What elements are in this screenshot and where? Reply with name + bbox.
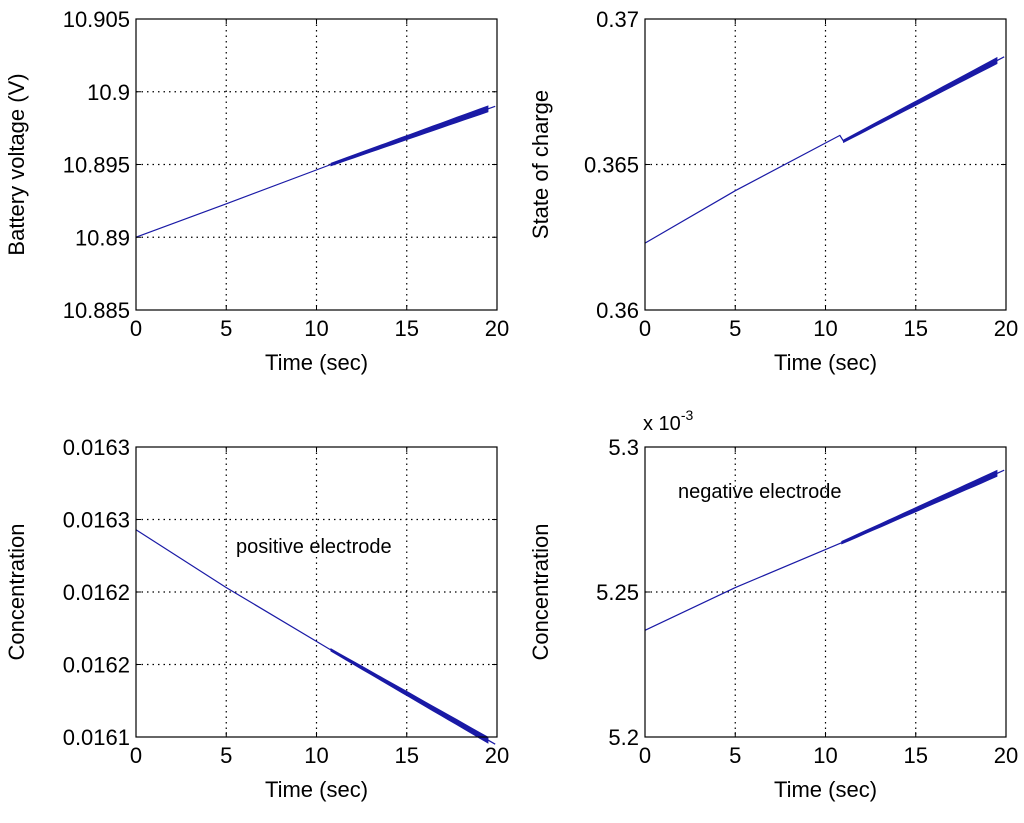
x-axis-ticks: 0 5 10 15 20	[130, 447, 509, 768]
x-axis-label: Time (sec)	[265, 777, 368, 802]
y-tick-label: 0.0162	[63, 580, 130, 605]
subplot-positive-electrode: 0 5 10 15 20 0.01610.01620.01620.01630.0163 …	[4, 435, 509, 802]
y-axis-label: State of charge	[528, 90, 553, 239]
y-tick-label: 0.37	[596, 7, 639, 32]
x-tick-label: 5	[220, 316, 232, 341]
y-tick-label: 10.895	[63, 153, 130, 178]
x-tick-label: 0	[639, 316, 651, 341]
y-axis-ticks: 10.885 10.89 10.895 10.9 10.905	[63, 7, 497, 323]
y-axis-label: Concentration	[528, 524, 553, 661]
y-axis-label: Battery voltage (V)	[4, 73, 29, 255]
x-tick-label: 5	[729, 743, 741, 768]
series-line-battery-voltage	[135, 105, 496, 238]
y-tick-label: 0.0163	[63, 435, 130, 460]
annotation-text: positive electrode	[236, 536, 392, 558]
series-line-positive-concentration	[135, 529, 496, 745]
x-axis-ticks: 0 5 10 15 20	[639, 19, 1018, 341]
x-tick-label: 5	[220, 743, 232, 768]
axes-frame	[135, 446, 498, 738]
x-tick-label: 5	[729, 316, 741, 341]
x-axis-label: Time (sec)	[774, 777, 877, 802]
x-tick-label: 0	[130, 316, 142, 341]
y-axis-ticks: 5.2 5.25 5.3	[596, 435, 1006, 750]
x-tick-label: 10	[304, 743, 328, 768]
series-line-state-of-charge	[644, 56, 1005, 244]
y-axis-ticks: 0.36 0.365 0.37	[584, 7, 1006, 323]
x-tick-label: 0	[639, 743, 651, 768]
x-axis-label: Time (sec)	[774, 350, 877, 375]
y-tick-label: 5.25	[596, 580, 639, 605]
x-tick-label: 10	[813, 743, 837, 768]
y-tick-label: 0.0163	[63, 508, 130, 533]
y-tick-label: 0.36	[596, 298, 639, 323]
subplot-state-of-charge: 0 5 10 15 20 0.36 0.365 0.37 Time (sec) State …	[528, 7, 1018, 375]
grid-lines	[136, 19, 497, 310]
x-axis-ticks: 0 5 10 15 20	[639, 447, 1018, 768]
x-tick-label: 15	[904, 743, 928, 768]
x-tick-label: 15	[395, 743, 419, 768]
y-tick-label: 5.2	[608, 725, 639, 750]
grid-lines	[136, 447, 497, 737]
data-band	[330, 105, 489, 167]
x-axis-ticks: 0 5 10 15 20	[130, 19, 509, 341]
axes-frame	[644, 18, 1007, 311]
y-tick-label: 5.3	[608, 435, 639, 460]
x-tick-label: 10	[304, 316, 328, 341]
y-tick-label: 0.0161	[63, 725, 130, 750]
x-tick-label: 20	[485, 316, 509, 341]
x-tick-label: 15	[395, 316, 419, 341]
subplot-negative-electrode: 0 5 10 15 20 5.2 5.25 5.3 Time (sec) Concentra…	[528, 407, 1018, 802]
series-noise-band	[330, 105, 489, 167]
series-line-negative-concentration	[644, 469, 1005, 631]
x-tick-label: 0	[130, 743, 142, 768]
annotation-text: negative electrode	[678, 481, 841, 503]
x-tick-label: 15	[904, 316, 928, 341]
y-tick-label: 0.0162	[63, 653, 130, 678]
y-tick-label: 10.89	[75, 225, 130, 250]
x-tick-label: 10	[813, 316, 837, 341]
y-tick-label: 10.885	[63, 298, 130, 323]
y-exponent-label: x 10-3	[643, 407, 693, 435]
y-tick-label: 0.365	[584, 153, 639, 178]
x-tick-label: 20	[485, 743, 509, 768]
subplot-battery-voltage: 0 5 10 15 20 10.885 10.89 10.895 10.9 10.905 Tim…	[4, 7, 509, 375]
x-tick-label: 20	[994, 316, 1018, 341]
y-tick-label: 10.905	[63, 7, 130, 32]
x-tick-label: 20	[994, 743, 1018, 768]
axes-frame	[135, 18, 498, 311]
x-axis-label: Time (sec)	[265, 350, 368, 375]
y-axis-ticks: 0.0161 0.0162 0.0162 0.0163 0.0163	[63, 435, 497, 750]
y-tick-label: 10.9	[87, 80, 130, 105]
grid-lines	[645, 19, 1006, 310]
y-axis-label: Concentration	[4, 524, 29, 661]
